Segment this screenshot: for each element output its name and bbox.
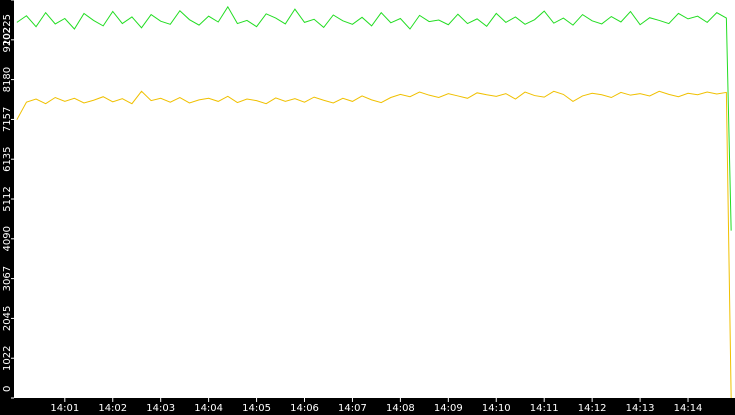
x-tick-label: 14:03 xyxy=(146,403,175,414)
x-tick-label: 14:01 xyxy=(50,403,79,414)
x-axis-strip xyxy=(0,398,735,415)
y-tick-label: 5112 xyxy=(2,186,13,211)
y-tick-label: 6135 xyxy=(2,146,13,171)
x-tick-label: 14:05 xyxy=(242,403,271,414)
x-tick-label: 14:11 xyxy=(530,403,559,414)
x-tick-label: 14:06 xyxy=(290,403,319,414)
x-tick-label: 14:04 xyxy=(194,403,223,414)
series-line xyxy=(16,5,732,231)
y-tick-label: 7157 xyxy=(2,107,13,132)
series-line xyxy=(16,90,732,399)
x-tick-label: 14:10 xyxy=(482,403,511,414)
x-tick-label: 14:09 xyxy=(434,403,463,414)
y-tick-label: 2045 xyxy=(2,306,13,331)
x-tick-label: 14:12 xyxy=(578,403,607,414)
x-tick-label: 14:13 xyxy=(626,403,655,414)
y-tick-label: 10225 xyxy=(2,14,13,46)
x-tick-label: 14:08 xyxy=(386,403,415,414)
y-tick-label: 4090 xyxy=(2,226,13,251)
y-tick-label: 3067 xyxy=(2,266,13,291)
y-tick-label: 9202 xyxy=(2,27,13,52)
x-tick-label: 14:07 xyxy=(338,403,367,414)
y-tick-label: 0 xyxy=(2,386,13,392)
plot-area xyxy=(14,0,735,398)
x-tick-label: 14:14 xyxy=(674,403,703,414)
y-tick-label: 1022 xyxy=(2,345,13,370)
y-tick-label: 8180 xyxy=(2,67,13,92)
y-axis-strip xyxy=(0,0,14,415)
x-tick-label: 14:02 xyxy=(98,403,127,414)
